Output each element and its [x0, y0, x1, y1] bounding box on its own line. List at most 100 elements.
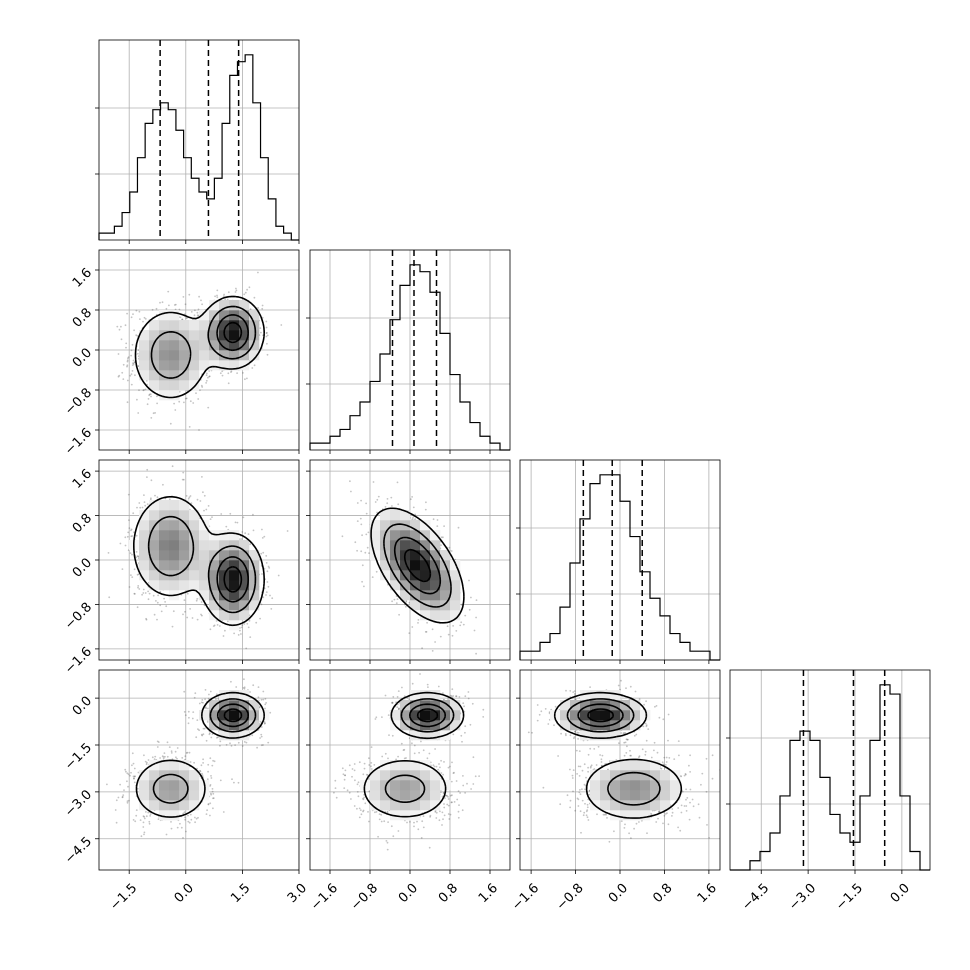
density-cell — [169, 380, 180, 391]
density-cell — [159, 570, 170, 581]
scatter-point — [136, 606, 139, 609]
scatter-point — [210, 777, 213, 779]
scatter-point — [209, 814, 211, 817]
scatter-point — [143, 833, 145, 836]
contour-level-0 — [370, 507, 465, 624]
density-cell — [189, 360, 200, 371]
density-cell — [390, 530, 401, 541]
panel-frame — [729, 669, 931, 871]
density-cell — [149, 510, 160, 521]
scatter-point — [349, 480, 351, 483]
density-cell — [370, 530, 381, 541]
density-cell — [149, 570, 160, 581]
scatter-point — [261, 573, 263, 575]
scatter-point — [440, 662, 442, 664]
scatter-panel-2-0 — [95, 459, 300, 664]
density-cell — [169, 550, 180, 561]
scatter-point — [361, 534, 363, 537]
scatter-point — [182, 837, 184, 839]
scatter-point — [143, 831, 146, 834]
scatter-point — [384, 506, 387, 508]
density-cell — [199, 310, 210, 321]
histogram-bars-var-2 — [519, 474, 720, 661]
density-cell — [430, 600, 441, 611]
scatter-point — [183, 401, 185, 404]
scatter-point — [202, 762, 205, 764]
scatter-point — [127, 773, 130, 776]
scatter-point — [189, 813, 192, 816]
contour-level-2 — [216, 314, 249, 352]
scatter-point — [264, 703, 267, 706]
scatter-point — [148, 592, 151, 595]
density-cell — [159, 360, 170, 371]
scatter-point — [214, 295, 217, 298]
density-cell — [179, 580, 190, 591]
scatter-point — [217, 736, 219, 739]
density-cell — [239, 330, 250, 341]
scatter-point — [129, 374, 132, 377]
scatter-point — [147, 811, 150, 814]
density-cell — [430, 560, 441, 571]
density-cell — [209, 350, 220, 361]
scatter-point — [267, 585, 270, 588]
scatter-point — [203, 604, 206, 607]
scatter-point — [152, 412, 155, 415]
scatter-point — [155, 307, 158, 310]
scatter-point — [247, 533, 250, 535]
contour-level-1 — [150, 305, 257, 379]
scatter-point — [234, 744, 237, 746]
density-cell — [189, 330, 200, 341]
scatter-point — [253, 364, 256, 367]
density-cell — [149, 330, 160, 341]
scatter-point — [147, 759, 150, 761]
scatter-point — [135, 334, 138, 337]
density-cell — [199, 570, 210, 581]
scatter-point — [86, 342, 88, 344]
scatter-point — [184, 397, 187, 400]
scatter-point — [142, 826, 145, 828]
density-cell — [229, 580, 240, 591]
scatter-point — [131, 343, 134, 346]
scatter-point — [157, 818, 160, 820]
scatter-point — [440, 536, 443, 539]
scatter-point — [144, 504, 147, 507]
scatter-point — [146, 503, 149, 505]
contour-level-3 — [223, 565, 243, 593]
scatter-point — [207, 406, 210, 409]
scatter-point — [417, 622, 419, 624]
scatter-point — [139, 318, 141, 320]
scatter-point — [149, 815, 152, 817]
scatter-point — [130, 535, 133, 538]
scatter-point — [133, 777, 135, 780]
density-cell — [219, 580, 230, 591]
scatter-point — [222, 295, 225, 298]
density-cell — [410, 520, 421, 531]
density-cell — [229, 300, 240, 311]
scatter-point — [277, 574, 280, 577]
density-cell — [169, 370, 180, 381]
scatter-point — [126, 772, 129, 775]
scatter-point — [259, 327, 262, 329]
scatter-point — [215, 620, 218, 622]
density-cell — [199, 550, 210, 561]
scatter-point — [448, 546, 451, 549]
scatter-point — [179, 822, 181, 825]
scatter-point — [266, 334, 269, 337]
scatter-point — [215, 693, 218, 696]
density-cell — [229, 360, 240, 371]
density-cell — [179, 340, 190, 351]
scatter-point — [176, 747, 179, 749]
scatter-point — [251, 734, 254, 737]
scatter-point — [209, 518, 212, 520]
density-cell — [179, 380, 190, 391]
scatter-point — [414, 513, 417, 516]
scatter-point — [212, 759, 215, 762]
scatter-point — [266, 353, 269, 356]
scatter-point — [211, 764, 214, 767]
scatter-point — [372, 481, 375, 483]
scatter-point — [185, 752, 188, 754]
scatter-point — [207, 803, 210, 806]
scatter-point — [190, 502, 193, 505]
scatter-point — [209, 628, 212, 631]
scatter-point — [141, 506, 144, 509]
